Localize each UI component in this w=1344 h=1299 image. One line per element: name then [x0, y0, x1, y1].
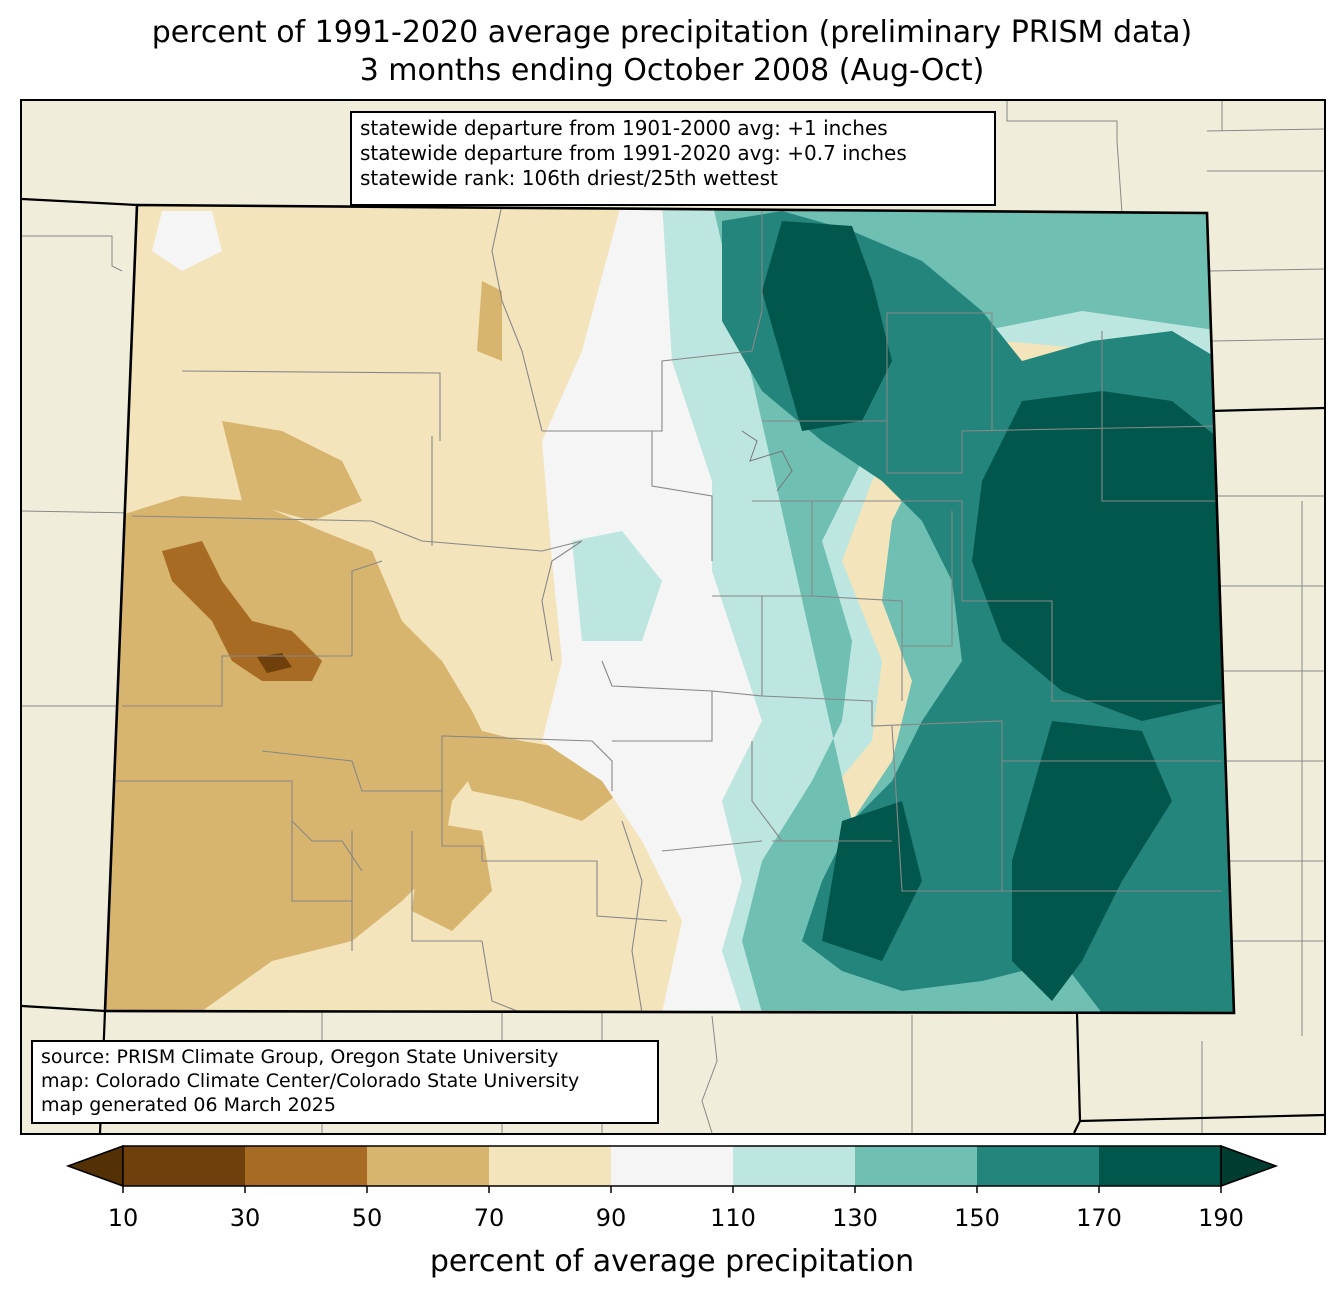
source-generated-date: map generated 06 March 2025	[41, 1094, 336, 1116]
colorbar-extend-low	[65, 1144, 124, 1188]
colorbar-bin-5	[733, 1146, 855, 1186]
colorbar-bin-0	[123, 1146, 245, 1186]
precipitation-map	[20, 99, 1326, 1135]
colorbar-bins	[123, 1146, 1221, 1186]
colorado-border	[103, 203, 1236, 1015]
colorbar-ticks	[122, 1186, 1222, 1193]
field-30-50	[162, 541, 322, 681]
stats-rank: statewide rank: 106th driest/25th wettes…	[360, 166, 778, 190]
colorbar-tick-label-5: 110	[710, 1204, 756, 1232]
field-170-190-se	[1012, 721, 1172, 1001]
field-90-110-west	[152, 211, 222, 271]
colorbar-tick-label-4: 90	[595, 1204, 627, 1232]
colorbar-bin-2	[367, 1146, 489, 1186]
colorbar	[65, 1144, 1279, 1193]
colorbar-bin-1	[245, 1146, 367, 1186]
source-box: source: PRISM Climate Group, Oregon Stat…	[31, 1040, 659, 1124]
county-lines	[112, 205, 1223, 1013]
map-canvas	[22, 101, 1324, 1133]
front-range-detail	[741, 430, 793, 492]
colorbar-label: percent of average precipitation	[429, 1244, 915, 1279]
field-110-130-mid	[572, 531, 662, 641]
map-title-line1: percent of 1991-2020 average precipitati…	[151, 15, 1193, 50]
source-prism: source: PRISM Climate Group, Oregon Stat…	[41, 1046, 559, 1068]
statewide-stats-box: statewide departure from 1901-2000 avg: …	[350, 111, 996, 206]
precipitation-field	[105, 205, 1234, 1013]
field-50-70-north	[222, 421, 362, 521]
colorbar-tick-label-6: 130	[832, 1204, 878, 1232]
field-50-70-central	[442, 721, 622, 821]
colorbar-bin-6	[855, 1146, 977, 1186]
colorbar-bin-8	[1099, 1146, 1221, 1186]
colorbar-frame	[122, 1145, 1222, 1187]
field-10-30	[257, 653, 292, 673]
stats-departure-1991: statewide departure from 1991-2020 avg: …	[360, 141, 907, 165]
colorbar-tick-label-1: 30	[229, 1204, 261, 1232]
colorbar-bin-4	[611, 1146, 733, 1186]
source-map-credit: map: Colorado Climate Center/Colorado St…	[41, 1070, 580, 1092]
colorbar-bin-7	[977, 1146, 1099, 1186]
colorbar-tick-label-0: 10	[107, 1204, 139, 1232]
colorbar-tick-label-8: 170	[1076, 1204, 1122, 1232]
map-title-line2: 3 months ending October 2008 (Aug-Oct)	[359, 53, 985, 88]
field-170-190-north	[762, 221, 892, 431]
colorbar-tick-label-2: 50	[351, 1204, 383, 1232]
field-50-70-south	[412, 821, 492, 931]
field-170-190-east	[972, 391, 1232, 721]
colorbar-tick-label-3: 70	[473, 1204, 505, 1232]
colorbar-tick-label-7: 150	[954, 1204, 1000, 1232]
field-50-70-ne	[477, 281, 502, 361]
colorbar-extend-high	[1220, 1144, 1279, 1188]
colorbar-bin-3	[489, 1146, 611, 1186]
colorbar-tick-label-9: 190	[1198, 1204, 1244, 1232]
stats-departure-1901: statewide departure from 1901-2000 avg: …	[360, 116, 888, 140]
